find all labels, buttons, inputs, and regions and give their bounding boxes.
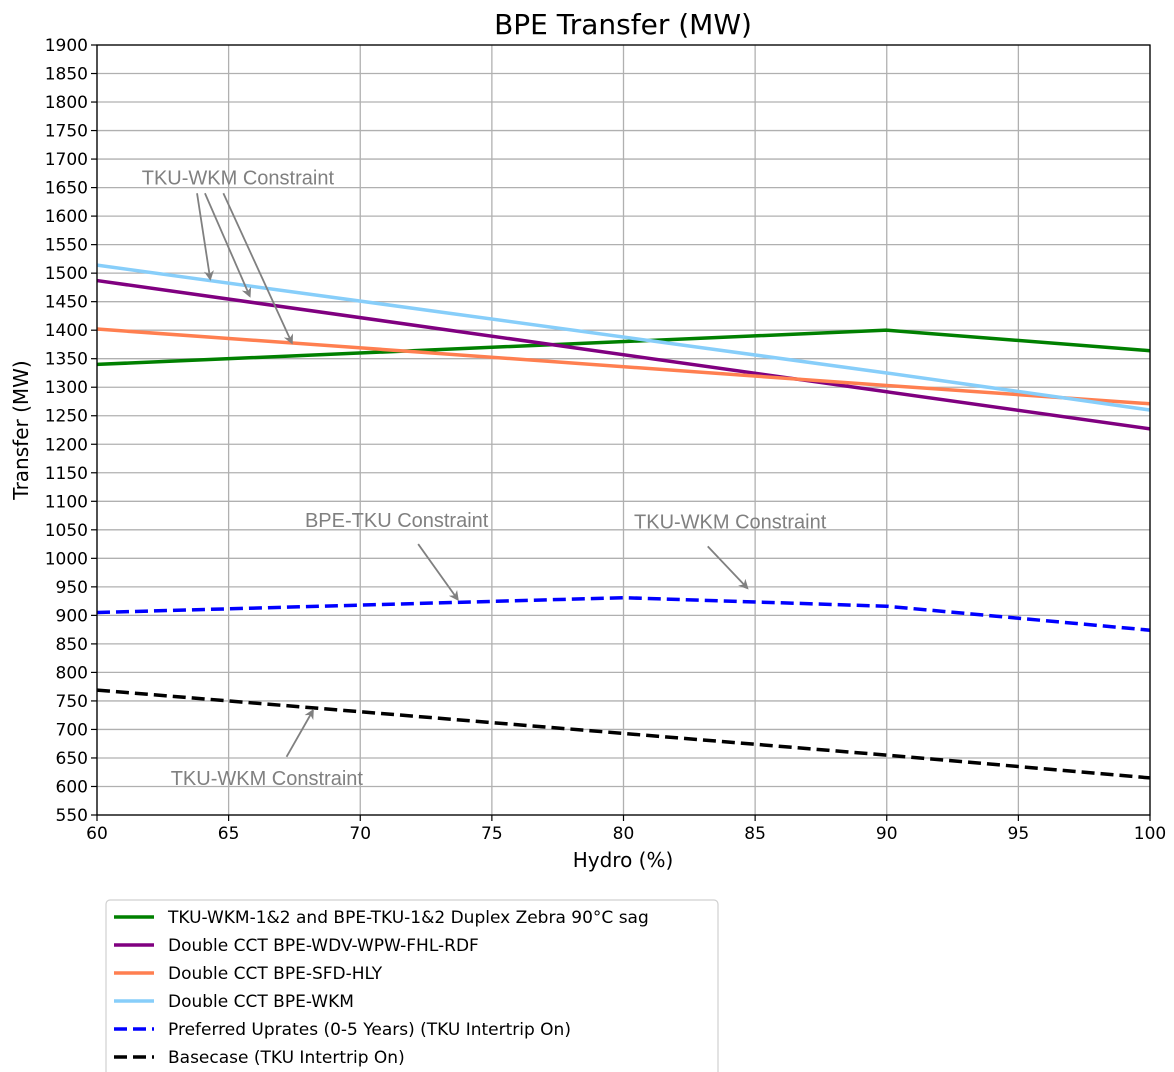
y-tick-label: 800 xyxy=(56,663,88,683)
x-tick-label: 85 xyxy=(744,824,766,844)
x-tick-label: 100 xyxy=(1134,824,1166,844)
legend-label-6: Basecase (TKU Intertrip On) xyxy=(168,1048,405,1068)
y-tick-label: 1400 xyxy=(45,321,88,341)
legend-label-2: Double CCT BPE-WDV-WPW-FHL-RDF xyxy=(168,936,479,956)
y-tick-label: 700 xyxy=(56,720,88,740)
legend-label-1: TKU-WKM-1&2 and BPE-TKU-1&2 Duplex Zebra… xyxy=(167,908,649,928)
x-tick-label: 80 xyxy=(613,824,635,844)
series-line-2 xyxy=(96,278,1151,431)
annotation-arrow xyxy=(707,545,749,590)
y-tick-label: 1250 xyxy=(45,407,88,427)
annotation-label: TKU-WKM Constraint xyxy=(634,512,827,534)
y-tick-label: 1300 xyxy=(45,378,88,398)
y-tick-label: 1900 xyxy=(45,36,88,56)
y-tick-label: 1650 xyxy=(45,179,88,199)
annotation-arrow xyxy=(222,192,294,345)
x-tick-label: 95 xyxy=(1008,824,1030,844)
y-tick-label: 1450 xyxy=(45,293,88,313)
y-tick-label: 1700 xyxy=(45,150,88,170)
x-tick-label: 70 xyxy=(349,824,371,844)
y-tick-label: 600 xyxy=(56,777,88,797)
y-tick-label: 1750 xyxy=(45,122,88,142)
y-tick-label: 1000 xyxy=(45,549,88,569)
y-tick-label: 650 xyxy=(56,749,88,769)
y-tick-label: 950 xyxy=(56,578,88,598)
series-lines xyxy=(96,263,1151,780)
axis-ticks: 60 65 70 75 80 85 90 95 100 550 600 650 700 750 800 850… xyxy=(45,36,1166,844)
x-tick-label: 75 xyxy=(481,824,503,844)
chart-title: BPE Transfer (MW) xyxy=(494,8,752,41)
annotations: TKU-WKM Constraint BPE-TKU Constraint TKU-… xyxy=(142,168,827,790)
annotation-label: TKU-WKM Constraint xyxy=(142,168,335,190)
series-line-4 xyxy=(96,263,1151,412)
y-tick-label: 1800 xyxy=(45,93,88,113)
annotation-arrow xyxy=(417,543,459,602)
y-tick-label: 750 xyxy=(56,692,88,712)
x-tick-label: 65 xyxy=(218,824,240,844)
x-tick-label: 90 xyxy=(876,824,898,844)
y-tick-label: 1100 xyxy=(45,492,88,512)
legend-label-4: Double CCT BPE-WKM xyxy=(168,992,354,1012)
y-tick-label: 1550 xyxy=(45,236,88,256)
series-line-1 xyxy=(96,328,1151,367)
y-tick-label: 1150 xyxy=(45,464,88,484)
legend-label-5: Preferred Uprates (0-5 Years) (TKU Inter… xyxy=(168,1020,571,1040)
x-tick-label: 60 xyxy=(86,824,108,844)
grid-lines xyxy=(96,44,1151,816)
y-tick-label: 1600 xyxy=(45,207,88,227)
y-tick-label: 1200 xyxy=(45,435,88,455)
annotation-label: TKU-WKM Constraint xyxy=(171,768,364,790)
x-axis-label: Hydro (%) xyxy=(573,848,674,872)
y-tick-label: 550 xyxy=(56,806,88,826)
legend-label-3: Double CCT BPE-SFD-HLY xyxy=(168,964,383,984)
series-line-5 xyxy=(96,595,1151,632)
y-tick-label: 900 xyxy=(56,606,88,626)
annotation-arrow xyxy=(204,192,252,298)
legend-box xyxy=(105,899,719,1072)
annotation-arrow xyxy=(285,708,314,758)
legend: TKU-WKM-1&2 and BPE-TKU-1&2 Duplex Zebra… xyxy=(105,899,719,1072)
annotation-label: BPE-TKU Constraint xyxy=(305,510,489,532)
y-tick-label: 850 xyxy=(56,635,88,655)
y-axis-label: Transfer (MW) xyxy=(9,360,33,500)
y-tick-label: 1050 xyxy=(45,521,88,541)
y-tick-label: 1350 xyxy=(45,350,88,370)
y-tick-label: 1500 xyxy=(45,264,88,284)
annotation-arrow xyxy=(196,193,214,281)
y-tick-label: 1850 xyxy=(45,65,88,85)
